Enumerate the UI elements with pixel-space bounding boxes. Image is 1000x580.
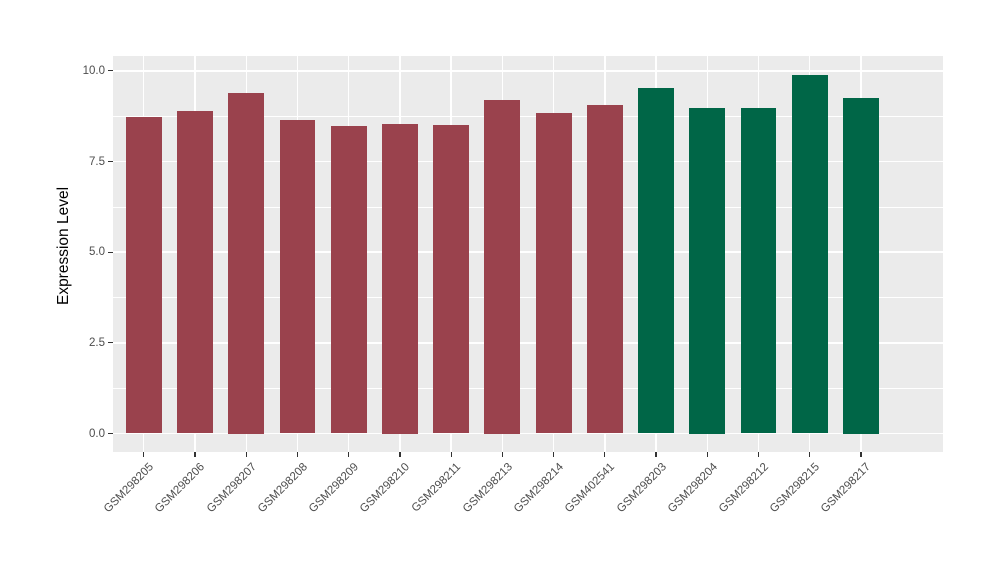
- bar-GSM298213: [484, 99, 521, 434]
- gridline-minor-y-1.25: [113, 387, 943, 389]
- bar-GSM298212: [740, 107, 777, 434]
- x-tick-GSM298215: [809, 452, 811, 457]
- x-tick-label-GSM298203: GSM298203: [614, 461, 669, 516]
- x-tick-label-GSM298215: GSM298215: [768, 461, 823, 516]
- x-tick-label-GSM298207: GSM298207: [204, 461, 259, 516]
- y-tick-label-10: 10.0: [82, 64, 105, 77]
- gridline-major-y-0: [113, 432, 943, 435]
- x-tick-GSM298207: [245, 452, 247, 457]
- bar-GSM298206: [177, 111, 213, 434]
- x-tick-GSM298211: [450, 452, 452, 457]
- y-tick-label-2.5: 2.5: [89, 336, 105, 349]
- bar-GSM298211: [433, 125, 470, 434]
- y-axis-title: Expression Level: [55, 186, 72, 306]
- x-tick-label-GSM298214: GSM298214: [511, 461, 567, 516]
- x-tick-GSM298208: [296, 452, 299, 457]
- x-tick-GSM298213: [501, 452, 503, 457]
- gridline-minor-y-3.75: [113, 297, 943, 298]
- x-tick-GSM298206: [194, 452, 196, 457]
- x-tick-label-GSM298210: GSM298210: [358, 461, 413, 516]
- bar-GSM298207: [228, 92, 265, 434]
- x-tick-GSM298212: [757, 452, 760, 457]
- x-tick-GSM298217: [860, 452, 862, 457]
- gridline-minor-y-8.75: [113, 115, 943, 117]
- gridline-minor-y-6.25: [113, 206, 943, 208]
- y-tick-0: [108, 432, 113, 435]
- bar-GSM402541: [586, 105, 623, 434]
- x-tick-GSM298205: [143, 452, 145, 457]
- y-tick-7.5: [108, 160, 113, 163]
- bar-GSM298205: [125, 116, 162, 434]
- x-tick-GSM298214: [553, 452, 555, 457]
- bar-GSM298204: [689, 108, 726, 434]
- bar-GSM298214: [535, 112, 572, 434]
- y-tick-label-5: 5.0: [89, 246, 105, 259]
- x-tick-GSM298209: [348, 452, 350, 457]
- x-tick-label-GSM298213: GSM298213: [460, 461, 515, 516]
- x-tick-label-GSM298204: GSM298204: [665, 461, 720, 516]
- x-tick-label-GSM298211: GSM298211: [410, 461, 464, 515]
- bar-GSM298215: [791, 74, 828, 434]
- gridline-major-y-7.5: [113, 160, 943, 163]
- y-tick-5: [108, 251, 113, 253]
- x-tick-label-GSM298205: GSM298205: [102, 461, 157, 516]
- gridline-major-y-5: [113, 251, 943, 253]
- bar-GSM298210: [381, 124, 418, 434]
- x-tick-GSM402541: [604, 452, 606, 457]
- x-tick-GSM298210: [399, 452, 401, 457]
- x-tick-GSM298203: [655, 452, 657, 457]
- x-tick-label-GSM298206: GSM298206: [153, 461, 208, 516]
- bar-GSM298208: [279, 119, 316, 434]
- bar-GSM298209: [330, 126, 367, 434]
- x-tick-label-GSM402541: GSM402541: [563, 461, 618, 516]
- x-tick-label-GSM298212: GSM298212: [716, 461, 772, 516]
- gridline-major-y-2.5: [113, 342, 943, 344]
- gridline-major-y-10: [113, 70, 943, 72]
- y-tick-label-0: 0.0: [89, 427, 105, 440]
- bar-GSM298217: [843, 97, 879, 434]
- y-tick-10: [108, 70, 113, 72]
- x-tick-GSM298204: [706, 452, 708, 457]
- y-tick-label-7.5: 7.5: [89, 155, 105, 168]
- y-tick-2.5: [108, 342, 113, 344]
- x-tick-label-GSM298217: GSM298217: [819, 461, 874, 516]
- bar-GSM298203: [638, 88, 674, 434]
- x-tick-label-GSM298208: GSM298208: [255, 461, 310, 516]
- x-tick-label-GSM298209: GSM298209: [307, 461, 362, 516]
- plot-panel: [113, 56, 943, 452]
